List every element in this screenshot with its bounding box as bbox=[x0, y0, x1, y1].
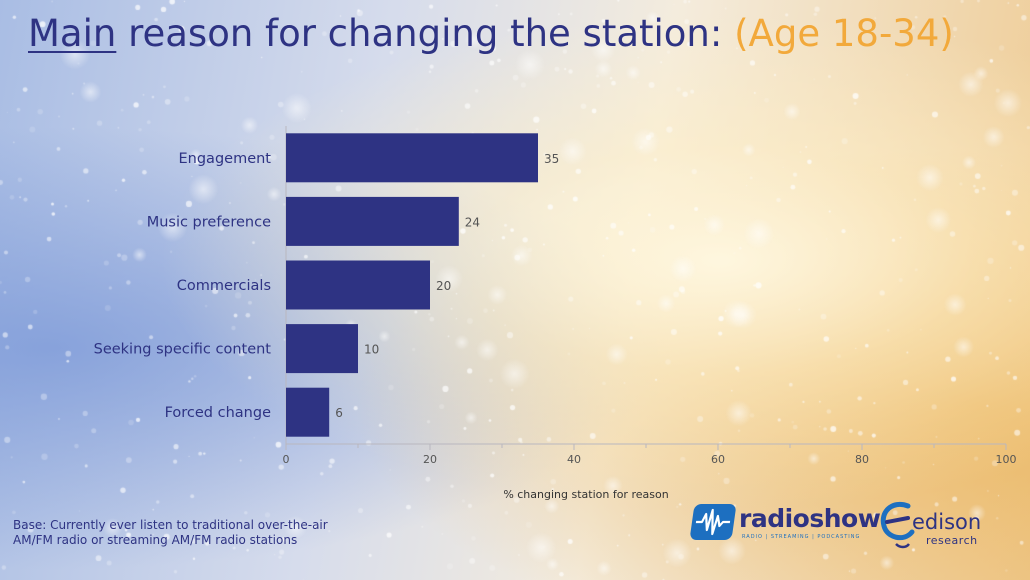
bar bbox=[286, 133, 538, 183]
radioshow-name: radioshow bbox=[739, 504, 881, 533]
x-tick-label: 80 bbox=[855, 453, 869, 466]
edison-name: edison bbox=[912, 510, 982, 534]
data-label: 6 bbox=[335, 406, 343, 420]
bar bbox=[286, 196, 459, 246]
x-tick-label: 60 bbox=[711, 453, 725, 466]
title-main: reason for changing the station: bbox=[116, 12, 735, 55]
swirl-e-icon bbox=[880, 502, 915, 549]
radioshow-logo: radioshow RADIO | STREAMING | PODCASTING bbox=[689, 502, 881, 544]
data-label: 35 bbox=[544, 152, 559, 166]
category-label: Commercials bbox=[177, 278, 271, 294]
x-tick-label: 0 bbox=[283, 453, 290, 466]
footnote-line-2: AM/FM radio or streaming AM/FM radio sta… bbox=[13, 533, 298, 547]
category-label: Forced change bbox=[165, 405, 271, 421]
x-tick-label: 40 bbox=[567, 453, 581, 466]
edison-sub: research bbox=[926, 534, 978, 547]
bar bbox=[286, 260, 430, 310]
bar bbox=[286, 387, 330, 437]
footnote: Base: Currently ever listen to tradition… bbox=[13, 518, 333, 548]
category-label: Engagement bbox=[179, 151, 272, 167]
edison-logo: edison research bbox=[878, 498, 998, 553]
x-axis-title: % changing station for reason bbox=[503, 488, 668, 501]
category-label: Seeking specific content bbox=[94, 342, 272, 358]
radioshow-tagline: RADIO | STREAMING | PODCASTING bbox=[742, 534, 861, 540]
data-label: 10 bbox=[364, 343, 379, 357]
title-prefix: Main bbox=[28, 12, 117, 55]
x-tick-label: 20 bbox=[423, 453, 437, 466]
soundwave-icon bbox=[689, 504, 737, 540]
data-label: 20 bbox=[436, 279, 451, 293]
page-title: Main reason for changing the station: (A… bbox=[28, 12, 954, 55]
data-label: 24 bbox=[465, 215, 480, 229]
category-label: Music preference bbox=[147, 214, 271, 230]
x-tick-label: 100 bbox=[996, 453, 1017, 466]
footnote-line-1: Base: Currently ever listen to tradition… bbox=[13, 518, 328, 532]
title-highlight: (Age 18-34) bbox=[734, 12, 954, 55]
bar bbox=[286, 324, 358, 374]
